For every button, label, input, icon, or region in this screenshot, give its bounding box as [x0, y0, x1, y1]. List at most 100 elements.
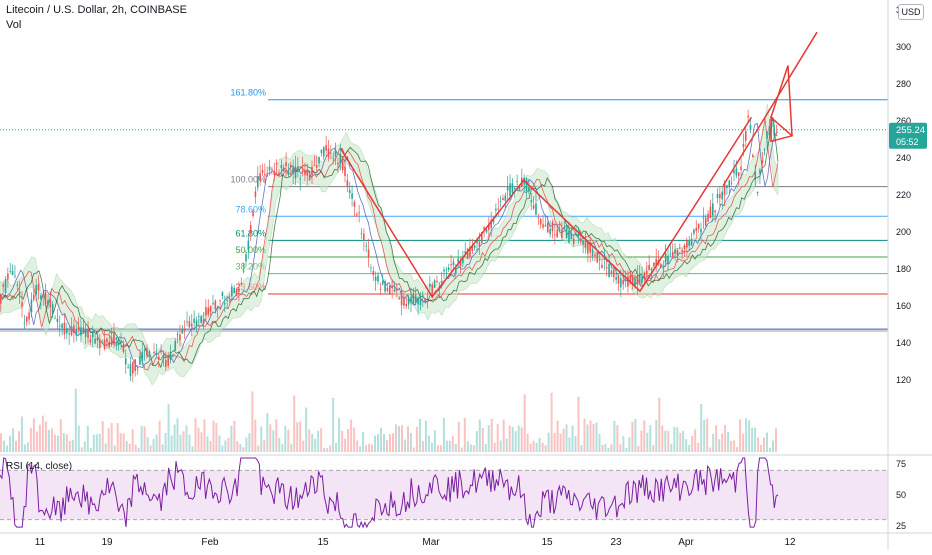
currency-badge[interactable]: USD — [898, 4, 924, 20]
candle-body — [407, 297, 410, 305]
volume-bar — [3, 440, 5, 452]
trend-projection-line — [722, 31, 818, 187]
volume-bar — [751, 427, 754, 452]
candle-body — [186, 321, 188, 323]
candle-body — [256, 176, 259, 188]
volume-bar — [691, 435, 694, 452]
candle-body — [294, 166, 297, 179]
candle-body — [358, 212, 360, 214]
volume-bar — [661, 425, 664, 452]
volume-bar — [215, 423, 218, 452]
candle-body — [601, 264, 603, 268]
volume-bar — [622, 436, 625, 452]
candle-body — [68, 333, 70, 335]
candle-body — [103, 339, 106, 350]
volume-bar — [706, 418, 709, 452]
candle-body — [183, 328, 186, 331]
candle-body — [483, 227, 485, 230]
candle-body — [469, 246, 471, 257]
current-price-label: 255.24 — [896, 125, 925, 136]
volume-bar — [448, 440, 451, 452]
candle-body — [146, 348, 148, 356]
candle-body — [422, 295, 424, 297]
candle-body — [436, 280, 438, 283]
candle-body — [337, 162, 339, 165]
volume-bar — [715, 425, 718, 452]
volume-bar — [670, 443, 673, 452]
candle-body — [653, 262, 655, 266]
volume-bar — [748, 420, 751, 452]
candle-body — [195, 320, 198, 327]
candle-body — [473, 245, 476, 248]
volume-bar — [655, 420, 658, 452]
volume-bar — [640, 430, 643, 452]
candle-body — [478, 241, 481, 247]
volume-bar — [203, 419, 206, 452]
volume-bar — [520, 427, 523, 452]
volume-bar — [383, 434, 385, 452]
volume-bar — [445, 440, 448, 452]
volume-bar — [511, 426, 514, 452]
moving-average-line — [0, 117, 779, 369]
candle-body — [716, 194, 719, 199]
volume-bar — [113, 445, 116, 452]
volume-bar — [628, 437, 631, 452]
candle-body — [610, 270, 613, 274]
volume-bar — [769, 447, 771, 452]
candle-body — [179, 334, 181, 341]
candle-body — [551, 222, 554, 232]
candle-body — [101, 342, 103, 344]
candle-body — [386, 287, 389, 292]
candle-body — [193, 318, 195, 323]
rsi-pane: 25 50 75 RSI (14, close) — [0, 457, 906, 531]
volume-bar — [32, 418, 35, 452]
volume-bar — [439, 445, 442, 452]
candle-body — [620, 278, 622, 288]
candle-body — [221, 292, 224, 297]
candle-body — [73, 325, 75, 333]
volume-bar — [53, 434, 56, 452]
candle-body — [412, 293, 415, 304]
volume-bar — [712, 433, 715, 452]
candle-body — [301, 167, 304, 169]
rsi-axis-tick: 75 — [896, 459, 906, 469]
volume-bar — [335, 443, 338, 452]
candle-body — [351, 193, 353, 199]
volume-bar — [478, 419, 481, 452]
price-axis-tick: 300 — [896, 42, 911, 52]
candle-body — [226, 299, 228, 301]
candle-body — [318, 157, 320, 164]
volume-bar — [263, 439, 266, 452]
time-axis-tick: 12 — [784, 537, 796, 548]
candle-body — [188, 321, 191, 328]
candle-body — [518, 186, 521, 190]
volume-bar — [377, 434, 379, 452]
volume-bar — [257, 445, 260, 452]
candle-body — [506, 186, 509, 191]
volume-bar — [314, 438, 317, 452]
candle-body — [466, 248, 469, 259]
pennant-flag — [770, 115, 794, 143]
volume-bar — [433, 430, 436, 452]
candle-body — [37, 284, 40, 291]
candle-body — [153, 352, 155, 354]
candle-body — [700, 228, 702, 233]
candle-body — [707, 213, 709, 222]
candle-body — [209, 305, 212, 312]
volume-bar — [625, 447, 628, 452]
candle-body — [167, 358, 169, 366]
volume-bar — [353, 427, 356, 452]
candle-body — [311, 166, 313, 176]
volume-bar — [104, 443, 107, 452]
candle-body — [42, 295, 45, 297]
candle-body — [280, 165, 283, 169]
candle-body — [417, 297, 419, 305]
price-axis-tick: 240 — [896, 153, 911, 163]
volume-bar — [296, 422, 299, 452]
volume-bar — [496, 424, 499, 452]
candle-body — [139, 356, 141, 365]
volume-bar — [71, 439, 74, 452]
volume-bar — [380, 427, 382, 452]
volume-bar — [487, 425, 490, 452]
